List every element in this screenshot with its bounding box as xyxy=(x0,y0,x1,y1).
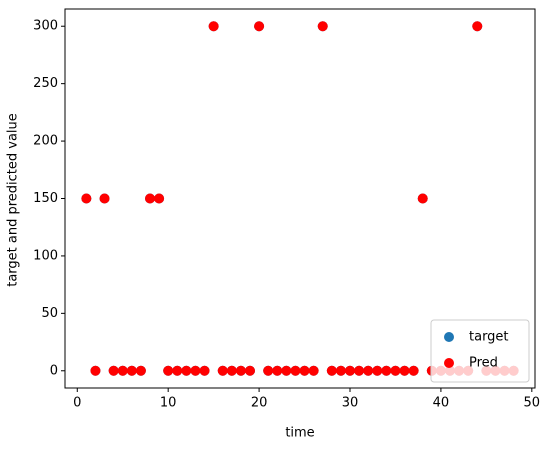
point xyxy=(117,365,128,376)
y-tick-label: 150 xyxy=(33,191,58,206)
point xyxy=(390,365,401,376)
point xyxy=(208,21,219,32)
point xyxy=(199,365,210,376)
y-axis-label: target and predicted value xyxy=(6,113,21,287)
point xyxy=(190,365,201,376)
x-tick-label: 40 xyxy=(433,396,450,411)
point xyxy=(417,193,428,204)
point xyxy=(254,21,265,32)
y-tick-label: 200 xyxy=(33,134,58,149)
y-tick-label: 250 xyxy=(33,76,58,91)
point xyxy=(90,365,101,376)
point xyxy=(299,365,310,376)
point xyxy=(345,365,355,376)
y-tick-label: 300 xyxy=(33,19,58,34)
x-axis-label: time xyxy=(285,426,314,441)
legend-marker xyxy=(444,332,454,342)
x-tick-label: 20 xyxy=(251,396,268,411)
point xyxy=(399,365,410,376)
x-tick-label: 0 xyxy=(73,396,81,411)
point xyxy=(99,193,110,204)
point xyxy=(145,193,155,204)
point xyxy=(263,365,274,376)
point xyxy=(181,365,192,376)
point xyxy=(290,365,301,376)
point xyxy=(217,365,228,376)
x-tick-label: 50 xyxy=(524,396,541,411)
point xyxy=(235,365,246,376)
point xyxy=(326,365,337,376)
point xyxy=(408,365,419,376)
x-tick-label: 10 xyxy=(160,396,177,411)
y-tick-label: 100 xyxy=(33,248,58,263)
point xyxy=(381,365,392,376)
point xyxy=(135,365,146,376)
point xyxy=(272,365,283,376)
point xyxy=(354,365,365,376)
point xyxy=(163,365,174,376)
point xyxy=(335,365,346,376)
point xyxy=(363,365,374,376)
point xyxy=(108,365,119,376)
point xyxy=(245,365,255,376)
point xyxy=(372,365,383,376)
point xyxy=(226,365,237,376)
point xyxy=(317,21,328,32)
point xyxy=(172,365,183,376)
legend-box xyxy=(430,319,530,383)
y-tick-label: 0 xyxy=(50,363,58,378)
legend-label: target xyxy=(469,330,509,345)
legend-label: Pred xyxy=(469,356,498,371)
point xyxy=(281,365,292,376)
point xyxy=(472,21,483,32)
point xyxy=(81,193,92,204)
point xyxy=(154,193,165,204)
point xyxy=(126,365,137,376)
y-tick-label: 50 xyxy=(41,306,58,321)
legend-marker xyxy=(444,358,454,368)
x-tick-label: 30 xyxy=(342,396,359,411)
point xyxy=(308,365,319,376)
